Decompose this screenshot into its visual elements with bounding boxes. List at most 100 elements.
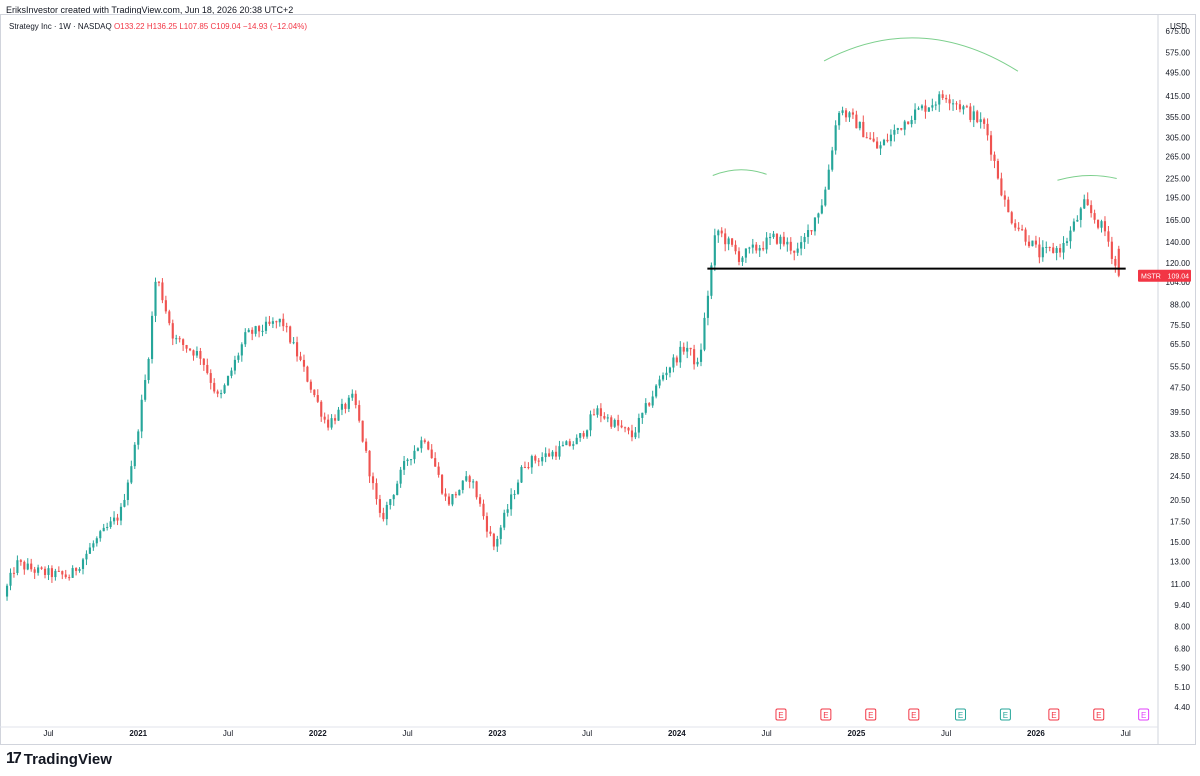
- candle-body: [989, 135, 993, 155]
- time-tick-label: Jul: [1121, 729, 1131, 738]
- price-tick-label: 6.80: [1174, 644, 1190, 653]
- candle-body: [1072, 221, 1075, 231]
- candle-body: [658, 379, 661, 386]
- candle-body: [468, 476, 471, 483]
- candle-body: [323, 416, 326, 420]
- candle-body: [475, 481, 478, 498]
- candle-body: [896, 128, 899, 130]
- candle-body: [368, 450, 371, 477]
- earnings-marker: [1048, 708, 1060, 721]
- earnings-marker: [820, 708, 832, 721]
- candle-body: [175, 338, 178, 340]
- price-tick-label: 120.00: [1166, 259, 1191, 268]
- candle-body: [996, 160, 1000, 179]
- price-tick-label: 265.00: [1166, 152, 1191, 161]
- candle-body: [188, 348, 192, 351]
- candle-body: [43, 568, 47, 575]
- candle-body: [523, 466, 527, 468]
- candle-body: [1065, 241, 1069, 244]
- candle-body: [437, 466, 440, 475]
- candle-body: [271, 321, 274, 324]
- candle-body: [282, 318, 285, 327]
- tradingview-logo[interactable]: 17 TradingView: [6, 749, 112, 769]
- candle-body: [430, 449, 433, 459]
- candle-body: [634, 432, 637, 438]
- candle-body: [434, 458, 437, 467]
- candle-body: [113, 517, 116, 522]
- earnings-marker-label: E: [868, 711, 873, 720]
- candle-body: [548, 453, 551, 457]
- candle-body: [1079, 208, 1082, 220]
- candle-body: [351, 393, 354, 398]
- tradingview-logo-text: TradingView: [23, 750, 112, 768]
- candle-body: [972, 111, 975, 120]
- candle-body: [1083, 199, 1086, 209]
- candle-body: [831, 150, 834, 170]
- candle-body: [620, 425, 623, 428]
- candle-body: [313, 389, 316, 396]
- candle-body: [862, 121, 865, 138]
- candle-body: [223, 385, 226, 394]
- currency-label: USD: [1170, 22, 1187, 31]
- candle-body: [451, 494, 454, 505]
- candle-body: [61, 571, 64, 575]
- candle-body: [427, 441, 430, 450]
- candle-body: [1076, 219, 1079, 222]
- price-tick-label: 9.40: [1174, 601, 1190, 610]
- candle-body: [751, 244, 754, 248]
- candle-body: [23, 561, 26, 570]
- candle-body: [575, 437, 578, 445]
- candle-body: [527, 467, 530, 469]
- earnings-marker-label: E: [778, 711, 783, 720]
- candle-body: [1010, 212, 1013, 224]
- earnings-marker-label: E: [1096, 711, 1101, 720]
- candle-body: [19, 560, 22, 562]
- candle-body: [879, 145, 882, 149]
- candle-body: [81, 559, 85, 569]
- candle-body: [793, 250, 796, 253]
- candle-body: [216, 391, 219, 394]
- candle-body: [541, 457, 544, 462]
- candle-body: [289, 326, 292, 343]
- candle-body: [648, 403, 651, 406]
- candle-body: [1069, 230, 1072, 242]
- tradingview-logo-icon: 17: [6, 750, 22, 767]
- price-tick-label: 225.00: [1166, 174, 1191, 183]
- candle-body: [1086, 199, 1089, 206]
- candle-body: [261, 330, 264, 332]
- candle-body: [126, 482, 129, 500]
- candle-body: [285, 326, 288, 328]
- candle-body: [316, 395, 319, 402]
- candle-body: [88, 547, 91, 554]
- time-tick-label: 2023: [488, 729, 506, 738]
- candle-body: [696, 361, 699, 365]
- candle-body: [865, 137, 868, 139]
- candle-body: [713, 235, 716, 266]
- candle-body: [1024, 229, 1027, 242]
- candle-body: [1100, 221, 1103, 228]
- candle-body: [586, 430, 589, 437]
- candle-body: [130, 466, 133, 483]
- candle-body: [154, 281, 157, 316]
- candle-body: [147, 359, 150, 381]
- candle-body: [758, 248, 761, 251]
- price-tick-label: 195.00: [1166, 194, 1191, 203]
- price-tick-label: 495.00: [1166, 69, 1191, 78]
- candle-body: [423, 440, 426, 442]
- candle-body: [185, 344, 188, 349]
- last-price-value: 109.04: [1168, 274, 1190, 281]
- candle-body: [848, 112, 851, 118]
- candle-body: [876, 141, 879, 149]
- candle-body: [641, 412, 644, 418]
- candle-body: [1052, 247, 1055, 253]
- candle-body: [534, 456, 537, 461]
- candle-body: [171, 323, 174, 339]
- candle-body: [365, 441, 368, 451]
- candle-body: [572, 444, 575, 446]
- price-tick-label: 8.00: [1174, 623, 1190, 632]
- candle-body: [30, 563, 33, 570]
- candle-body: [454, 494, 457, 496]
- candle-body: [206, 364, 209, 374]
- candle-body: [551, 451, 554, 457]
